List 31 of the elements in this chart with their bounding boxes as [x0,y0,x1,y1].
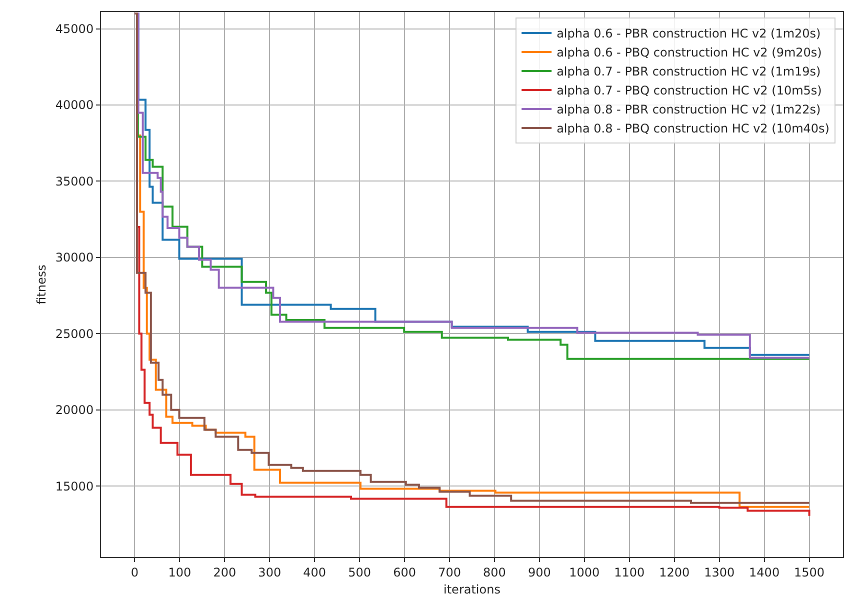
legend-label: alpha 0.8 - PBR construction HC v2 (1m22s) [556,102,821,117]
x-tick-label: 0 [130,565,139,580]
y-tick-label: 35000 [55,174,94,188]
x-tick-label: 600 [393,565,416,580]
legend-label: alpha 0.7 - PBQ construction HC v2 (10m5s) [556,84,822,98]
x-tick-label: 700 [438,565,461,580]
x-tick-label: 400 [303,565,326,580]
legend-label: alpha 0.8 - PBQ construction HC v2 (10m40s) [556,122,830,136]
y-tick-label: 40000 [55,98,94,112]
y-tick-label: 30000 [55,250,94,265]
x-tick-label: 500 [348,565,372,580]
legend-label: alpha 0.7 - PBR construction HC v2 (1m19s) [556,64,821,79]
x-tick-label: 1200 [659,565,690,580]
x-tick-label: 1400 [749,565,780,580]
x-tick-label: 1100 [614,565,645,580]
y-tick-label: 20000 [55,403,94,418]
legend-label: alpha 0.6 - PBQ construction HC v2 (9m20s) [556,46,822,60]
x-axis-title: iterations [444,582,500,596]
y-axis-title: fitness [34,264,49,304]
x-tick-label: 300 [258,565,282,580]
y-tick-label: 15000 [55,479,94,494]
y-tick-label: 45000 [55,22,94,36]
x-tick-label: 1000 [569,565,600,580]
x-tick-label: 1300 [704,565,735,580]
x-tick-label: 200 [213,565,236,580]
x-tick-label: 800 [483,565,506,580]
x-tick-label: 1500 [794,565,825,580]
legend-label: alpha 0.6 - PBR construction HC v2 (1m20s) [556,26,821,41]
y-tick-label: 25000 [55,326,94,341]
x-tick-label: 900 [528,565,551,580]
x-tick-label: 100 [168,565,192,580]
